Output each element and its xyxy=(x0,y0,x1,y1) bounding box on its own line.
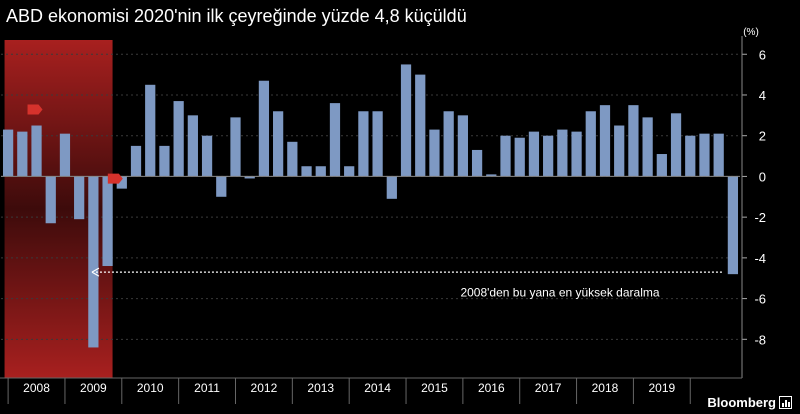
unit-label: (%) xyxy=(743,27,759,38)
bar xyxy=(273,111,284,177)
bar xyxy=(17,131,28,177)
bar xyxy=(358,111,369,177)
bar xyxy=(429,129,440,177)
bar xyxy=(173,101,184,177)
bar xyxy=(514,137,525,177)
bar xyxy=(486,174,497,177)
bar xyxy=(74,176,85,220)
bar xyxy=(727,176,739,275)
bar xyxy=(372,111,383,177)
bar xyxy=(329,103,341,177)
bar xyxy=(130,145,142,177)
bar xyxy=(443,111,454,177)
bar xyxy=(585,111,596,177)
bar xyxy=(528,131,540,177)
x-tick-label: 2018 xyxy=(592,381,619,395)
bar xyxy=(457,115,468,177)
bloomberg-logo: Bloomberg xyxy=(707,395,792,410)
bar xyxy=(31,125,42,177)
bar xyxy=(543,135,554,177)
y-tick-label: 4 xyxy=(759,88,766,103)
y-tick-label: -8 xyxy=(754,332,766,347)
bar xyxy=(45,176,56,224)
bar xyxy=(713,133,724,177)
bar xyxy=(571,131,582,177)
bar xyxy=(59,133,71,177)
x-tick-label: 2011 xyxy=(194,381,220,395)
x-tick-label: 2008 xyxy=(23,381,50,395)
y-tick-label: 2 xyxy=(759,129,766,144)
x-tick-label: 2014 xyxy=(364,381,391,395)
bar xyxy=(628,105,639,177)
x-tick-label: 2017 xyxy=(535,381,562,395)
bar xyxy=(230,117,241,177)
bar xyxy=(145,84,156,177)
bar xyxy=(415,74,426,177)
x-tick-label: 2015 xyxy=(421,381,448,395)
bar xyxy=(287,141,298,177)
logo-text: Bloomberg xyxy=(707,395,776,410)
bar xyxy=(642,117,653,177)
bar xyxy=(699,133,710,177)
bar xyxy=(344,166,355,177)
x-tick-label: 2012 xyxy=(251,381,278,395)
y-tick-label: -4 xyxy=(754,251,766,266)
bar xyxy=(116,176,127,189)
bar xyxy=(656,154,667,177)
recession-marker xyxy=(107,173,123,184)
bar xyxy=(159,145,170,177)
bar xyxy=(557,129,568,177)
bar xyxy=(2,129,14,177)
chart-icon xyxy=(779,396,792,409)
recession-marker xyxy=(27,104,43,115)
bar xyxy=(614,125,625,177)
y-tick-label: -6 xyxy=(754,292,766,307)
bar xyxy=(315,166,326,177)
bar xyxy=(216,176,227,197)
bar xyxy=(301,166,312,177)
annotation-arrowhead xyxy=(91,267,100,277)
x-tick-label: 2019 xyxy=(648,381,675,395)
x-tick-label: 2016 xyxy=(478,381,505,395)
bar xyxy=(670,113,682,177)
x-tick-label: 2013 xyxy=(307,381,334,395)
bar xyxy=(187,115,198,177)
bar xyxy=(88,176,99,348)
y-tick-label: -2 xyxy=(754,210,766,225)
chart-title: ABD ekonomisi 2020'nin ilk çeyreğinde yü… xyxy=(6,6,467,26)
x-tick-label: 2010 xyxy=(137,381,164,395)
bar xyxy=(244,176,255,179)
y-tick-label: 6 xyxy=(759,47,766,62)
bar xyxy=(386,176,397,199)
bar xyxy=(102,176,113,267)
x-tick-label: 2009 xyxy=(80,381,107,395)
bar xyxy=(258,80,270,177)
bar xyxy=(599,105,611,177)
annotation-text: 2008'den bu yana en yüksek daralma xyxy=(460,286,659,300)
bar xyxy=(471,149,483,177)
bar xyxy=(400,64,412,177)
y-tick-label: 0 xyxy=(759,169,766,184)
bar xyxy=(685,135,696,177)
bar xyxy=(201,135,213,177)
bar xyxy=(500,135,511,177)
